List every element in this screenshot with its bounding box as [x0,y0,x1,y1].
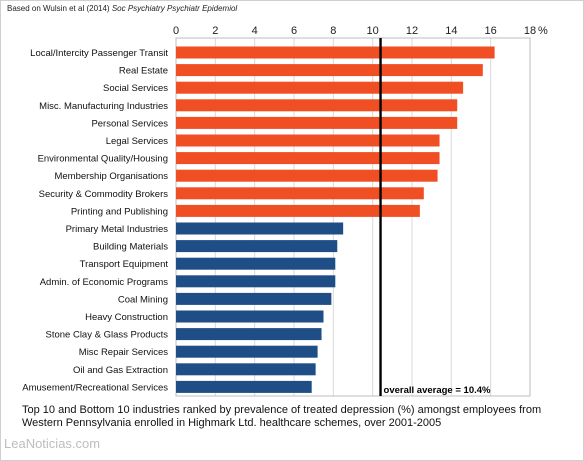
bar [176,240,338,253]
category-label: Primary Metal Industries [66,224,169,235]
x-tick-label: 6 [291,25,297,37]
category-label: Amusement/Recreational Services [22,382,168,393]
x-tick-label: 14 [445,25,457,37]
bar [176,134,440,147]
bar [176,275,336,288]
bar-chart: 0 2 4 6 8 10 12 14 16 18 % Local/Intercity Passenge… [22,25,548,397]
category-label: Social Services [103,83,168,94]
x-tick-label: 18 [524,25,536,37]
source-citation: Soc Psychiatry Psychiatr Epidemiol [111,4,238,13]
chart-caption: Top 10 and Bottom 10 industries ranked b… [22,404,542,429]
average-line-label: overall average = 10.4% [384,385,492,396]
bar [176,187,424,200]
bar [176,222,344,235]
x-tick-label: 16 [485,25,497,37]
category-label: Oil and Gas Extraction [73,365,168,376]
category-label: Environmental Quality/Housing [38,154,168,165]
x-tick-label: 0 [173,25,179,37]
bar [176,328,322,341]
category-label: Misc Repair Services [79,347,168,358]
category-label: Stone Clay & Glass Products [46,330,169,341]
category-label: Real Estate [119,66,168,77]
bar [176,46,495,59]
axis-unit-label: % [538,25,548,37]
x-tick-label: 10 [367,25,379,37]
bar [176,152,440,165]
bar [176,99,458,112]
category-label: Local/Intercity Passenger Transit [30,48,168,59]
bar [176,292,332,305]
category-label: Membership Organisations [54,171,168,182]
watermark: LeaNoticias.com [4,436,101,451]
category-label: Transport Equipment [80,259,169,270]
bar [176,116,458,129]
bar [176,363,316,376]
bar [176,380,312,393]
x-tick-label: 4 [252,25,258,37]
category-label: Admin. of Economic Programs [40,277,169,288]
category-label: Printing and Publishing [71,206,168,217]
category-label: Personal Services [91,118,168,129]
bar [176,204,420,217]
category-label: Heavy Construction [85,312,168,323]
bar [176,169,438,182]
category-label: Legal Services [106,136,169,147]
x-tick-label: 8 [330,25,336,37]
bar [176,257,336,270]
bar [176,64,483,77]
bar [176,310,324,323]
source-note: Based on Wulsin et al (2014) Soc Psychia… [7,4,237,13]
category-label: Misc. Manufacturing Industries [39,101,168,112]
category-label: Security & Commodity Brokers [39,189,169,200]
category-label: Building Materials [93,242,168,253]
plot-area [175,37,531,397]
bar [176,345,318,358]
bar [176,81,464,94]
source-prefix: Based on Wulsin et al (2014) [7,4,112,13]
x-tick-label: 2 [212,25,218,37]
x-tick-label: 12 [406,25,418,37]
category-label: Coal Mining [118,294,168,305]
